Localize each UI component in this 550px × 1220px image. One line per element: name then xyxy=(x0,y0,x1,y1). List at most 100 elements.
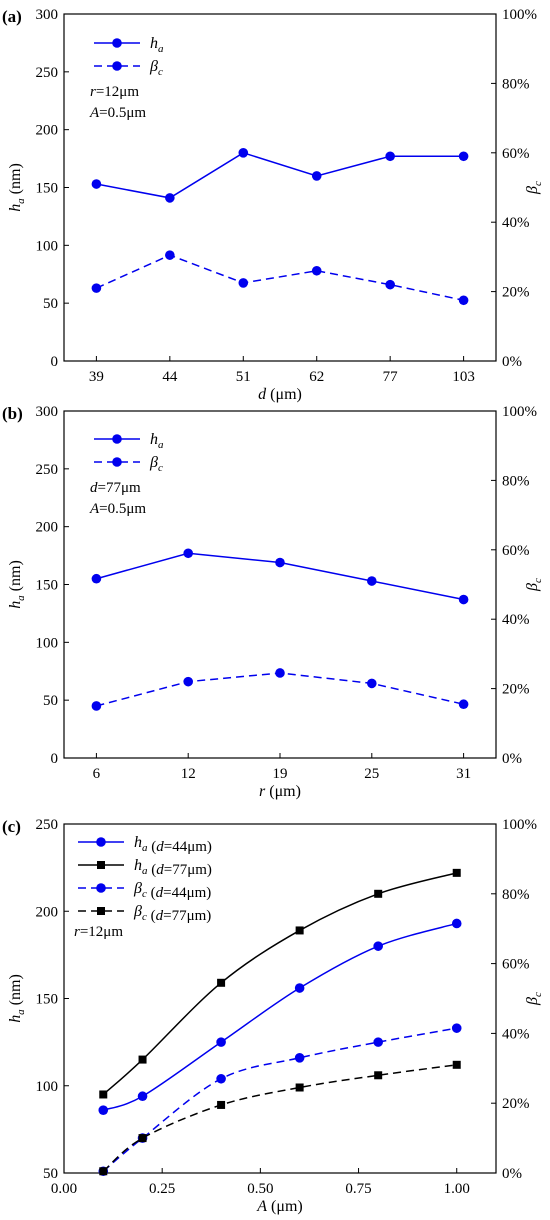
y2-tick-label: 40% xyxy=(502,1026,530,1042)
y2-tick-label: 100% xyxy=(502,7,537,23)
chart-panel-c: 50 100 150 200 250 0% 20% 40% 60% 80% 100% 0.00 0.25… xyxy=(2,817,544,1215)
x-axis-var: r xyxy=(259,783,266,800)
legend-suffix-rest: =77μm) xyxy=(164,862,212,878)
data-point xyxy=(165,250,175,260)
annotation-rest: =77μm xyxy=(98,480,142,496)
legend-label: ha (d=77μm) xyxy=(134,857,212,878)
y-tick-label: 150 xyxy=(36,578,59,594)
y-tick-label: 100 xyxy=(36,238,59,254)
annotation-var: r xyxy=(74,924,80,940)
data-point xyxy=(374,889,383,898)
panel-label: (c) xyxy=(2,817,21,836)
y2-axis-var: β xyxy=(524,186,541,195)
data-point xyxy=(165,193,175,203)
legend-marker xyxy=(112,434,122,444)
y2-tick-label: 20% xyxy=(502,682,530,698)
y-tick-label: 50 xyxy=(43,296,58,312)
legend-name-sub: c xyxy=(142,888,147,900)
y2-tick-label: 100% xyxy=(502,404,537,420)
y-axis-sub: a xyxy=(15,198,27,204)
x-tick-label: 0.00 xyxy=(51,1181,77,1197)
data-point xyxy=(385,151,395,162)
y-axis-var: h xyxy=(7,601,24,609)
y-tick-label: 50 xyxy=(43,1166,58,1182)
y-tick-label: 0 xyxy=(51,354,59,370)
y-axis-var: h xyxy=(7,204,24,212)
x-tick-label: 62 xyxy=(309,369,324,385)
legend-marker xyxy=(112,457,122,467)
y2-tick-label: 80% xyxy=(502,887,530,903)
y2-tick-label: 40% xyxy=(502,612,530,628)
x-tick-label: 31 xyxy=(456,766,471,782)
series-2 xyxy=(98,1023,462,1177)
data-point xyxy=(458,594,469,605)
series-line xyxy=(103,922,457,1111)
data-point xyxy=(238,278,249,288)
x-tick-label: 44 xyxy=(162,369,178,385)
y-tick-label: 250 xyxy=(36,462,59,478)
y-tick-label: 100 xyxy=(36,635,59,651)
panel-label: (a) xyxy=(2,7,22,26)
series-line xyxy=(96,254,464,302)
series-3 xyxy=(99,1060,461,1176)
data-point xyxy=(451,918,462,929)
legend-suffix-open: ( xyxy=(148,839,157,855)
data-point xyxy=(183,548,193,559)
annotation-var: A xyxy=(89,105,100,121)
legend-marker xyxy=(112,61,122,71)
annotation: r=12μm xyxy=(90,84,139,100)
legend-name: β xyxy=(133,903,142,920)
series-1 xyxy=(99,868,461,1099)
legend-suffix-rest: =44μm) xyxy=(163,885,211,901)
y-tick-label: 150 xyxy=(36,181,59,197)
data-point xyxy=(217,1100,226,1109)
annotation-var: d xyxy=(90,480,98,496)
y2-tick-label: 40% xyxy=(502,215,530,231)
series-line xyxy=(96,151,464,199)
legend-name-sub: c xyxy=(142,911,147,923)
data-point xyxy=(452,868,461,877)
data-point xyxy=(138,1134,147,1143)
data-point xyxy=(275,668,285,678)
data-point xyxy=(138,1055,147,1064)
x-axis-title: A (μm) xyxy=(256,1198,302,1215)
y-tick-label: 250 xyxy=(36,65,59,81)
data-point xyxy=(374,1071,383,1080)
data-point xyxy=(216,1037,226,1047)
x-tick-label: 0.50 xyxy=(247,1181,273,1197)
y-tick-label: 200 xyxy=(36,123,59,139)
x-axis-title: r (μm) xyxy=(259,783,301,800)
legend-name-sub: c xyxy=(158,462,163,474)
series-1 xyxy=(91,250,469,306)
legend-name: h xyxy=(150,431,158,448)
x-tick-label: 77 xyxy=(383,369,399,385)
data-point xyxy=(99,1167,108,1176)
annotation: A=0.5μm xyxy=(89,501,146,517)
legend-name: β xyxy=(133,880,142,897)
legend-marker xyxy=(96,883,106,893)
x-axis-var: d xyxy=(258,386,267,403)
legend-suffix-open: ( xyxy=(148,862,157,878)
annotation-rest: =0.5μm xyxy=(99,501,146,517)
data-point xyxy=(91,573,102,584)
data-point xyxy=(217,978,226,987)
y2-tick-label: 80% xyxy=(502,473,530,489)
y2-tick-label: 0% xyxy=(502,354,522,370)
chart-panel-b: 0 50 100 150 200 250 300 0% 20% 40% 60% 80% 100% 6 12 1… xyxy=(2,404,544,800)
legend-suffix-rest: =77μm) xyxy=(163,908,211,924)
data-point xyxy=(183,676,193,687)
legend-suffix-rest: =44μm) xyxy=(164,839,212,855)
series-0 xyxy=(98,918,462,1115)
data-point xyxy=(458,295,469,306)
y-tick-label: 300 xyxy=(36,404,59,420)
y-axis-title: ha (nm) xyxy=(7,560,27,609)
legend-marker xyxy=(97,861,105,869)
legend-name: h xyxy=(150,35,158,52)
y-axis-title: ha (nm) xyxy=(7,163,27,212)
data-point xyxy=(311,265,322,276)
y-axis-var: h xyxy=(7,1015,24,1023)
x-axis-title: d (μm) xyxy=(258,386,302,403)
legend: ha (d=44μm)ha (d=77μm)βc (d=44μm)βc (d=7… xyxy=(78,834,212,924)
